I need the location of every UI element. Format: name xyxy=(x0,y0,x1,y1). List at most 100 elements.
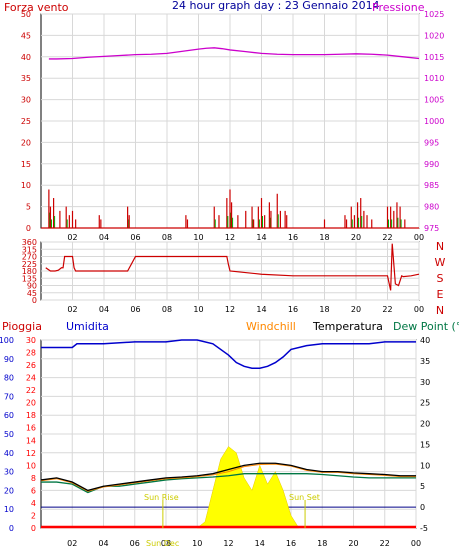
series-solar xyxy=(196,446,300,529)
tick-hour: 20 xyxy=(351,305,361,314)
tick-rain: 20 xyxy=(26,399,36,408)
tick-hour: 02 xyxy=(67,539,77,548)
compass-n: N xyxy=(436,304,444,317)
tick-hour: 12 xyxy=(225,233,235,242)
tick-hour: 00 xyxy=(414,305,424,314)
tick-hour: 14 xyxy=(256,305,266,314)
tick-hour: 06 xyxy=(130,539,140,548)
tick-rain: 26 xyxy=(26,361,36,370)
tick-pressure: 1015 xyxy=(424,53,444,62)
tick-wind: 50 xyxy=(21,10,31,19)
tick-pressure: 1000 xyxy=(424,117,444,126)
humidity-label: Umidita xyxy=(66,320,109,333)
tick-temperature: 25 xyxy=(420,399,430,408)
tick-hour: 18 xyxy=(319,233,329,242)
tick-pressure: 1005 xyxy=(424,96,444,105)
tick-hour: 20 xyxy=(351,233,361,242)
tick-temperature: 10 xyxy=(420,461,430,470)
tick-hour: 12 xyxy=(223,539,233,548)
tick-humidity: 70 xyxy=(4,392,14,401)
compass-w: W xyxy=(435,256,446,269)
tick-hour: 14 xyxy=(255,539,265,548)
tick-wind: 10 xyxy=(21,181,31,190)
tick-rain: 4 xyxy=(31,499,36,508)
tick-temperature: 0 xyxy=(420,503,425,512)
tick-rain: 16 xyxy=(26,424,36,433)
tick-hour: 16 xyxy=(286,539,296,548)
tick-rain: 12 xyxy=(26,449,36,458)
tick-temperature: 5 xyxy=(420,482,425,491)
tick-pressure: 985 xyxy=(424,181,439,190)
windchill-label: Windchill xyxy=(246,320,296,333)
tick-rain: 0 xyxy=(31,524,36,533)
tick-rain: 10 xyxy=(26,461,36,470)
tick-hour: 06 xyxy=(130,305,140,314)
tick-hour: 10 xyxy=(192,539,202,548)
tick-hour: 16 xyxy=(288,233,298,242)
tick-humidity: 40 xyxy=(4,449,14,458)
tick-hour: 12 xyxy=(225,305,235,314)
tick-hour: 22 xyxy=(382,305,392,314)
tick-humidity: 60 xyxy=(4,411,14,420)
tick-direction: 45 xyxy=(27,289,37,298)
tick-temperature: 35 xyxy=(420,357,430,366)
tick-hour: 02 xyxy=(67,233,77,242)
tick-hour: 08 xyxy=(162,305,172,314)
tick-pressure: 990 xyxy=(424,160,439,169)
tick-rain: 14 xyxy=(26,436,36,445)
tick-rain: 18 xyxy=(26,411,36,420)
tick-rain: 8 xyxy=(31,474,36,483)
tick-hour: 14 xyxy=(256,233,266,242)
tick-hour: 18 xyxy=(319,305,329,314)
panel-humidity-temperature-series xyxy=(40,339,416,529)
tick-hour: 08 xyxy=(162,233,172,242)
tick-hour: 06 xyxy=(130,233,140,242)
panel-wind-pressure-series xyxy=(41,47,420,229)
tick-wind: 40 xyxy=(21,53,31,62)
tick-hour: 00 xyxy=(411,539,421,548)
tick-pressure: 1020 xyxy=(424,31,444,40)
tick-humidity: 0 xyxy=(9,524,14,533)
tick-hour: 04 xyxy=(99,305,109,314)
rain-label: Pioggia xyxy=(2,320,42,333)
temperature-label: Temperatura xyxy=(312,320,383,333)
tick-temperature: 40 xyxy=(420,336,430,345)
tick-wind: 5 xyxy=(26,203,31,212)
tick-direction: 90 xyxy=(27,282,37,291)
tick-pressure: 995 xyxy=(424,138,439,147)
tick-pressure: 1010 xyxy=(424,74,444,83)
tick-rain: 6 xyxy=(31,486,36,495)
tick-direction: 0 xyxy=(32,296,37,305)
tick-direction: 315 xyxy=(22,245,37,254)
tick-humidity: 20 xyxy=(4,486,14,495)
tick-rain: 2 xyxy=(31,511,36,520)
tick-pressure: 980 xyxy=(424,203,439,212)
tick-humidity: 100 xyxy=(0,336,14,345)
compass-n: N xyxy=(436,240,444,253)
tick-wind: 20 xyxy=(21,138,31,147)
panel-humidity-temperature-ticks: 0102030405060708090100024681012141618202… xyxy=(0,336,430,548)
tick-hour: 02 xyxy=(67,305,77,314)
tick-wind: 35 xyxy=(21,74,31,83)
tick-rain: 28 xyxy=(26,349,36,358)
tick-wind: 25 xyxy=(21,117,31,126)
tick-direction: 135 xyxy=(22,274,37,283)
tick-hour: 00 xyxy=(414,233,424,242)
tick-humidity: 50 xyxy=(4,430,14,439)
series-temperature xyxy=(40,462,416,492)
tick-hour: 04 xyxy=(99,233,109,242)
panel-wind-direction-series xyxy=(45,243,420,291)
tick-wind: 0 xyxy=(26,224,31,233)
tick-rain: 22 xyxy=(26,386,36,395)
tick-hour: 20 xyxy=(348,539,358,548)
tick-temperature: 30 xyxy=(420,378,430,387)
tick-hour: 22 xyxy=(380,539,390,548)
tick-rain: 24 xyxy=(26,374,36,383)
tick-direction: 270 xyxy=(22,253,37,262)
tick-temperature: 20 xyxy=(420,420,430,429)
